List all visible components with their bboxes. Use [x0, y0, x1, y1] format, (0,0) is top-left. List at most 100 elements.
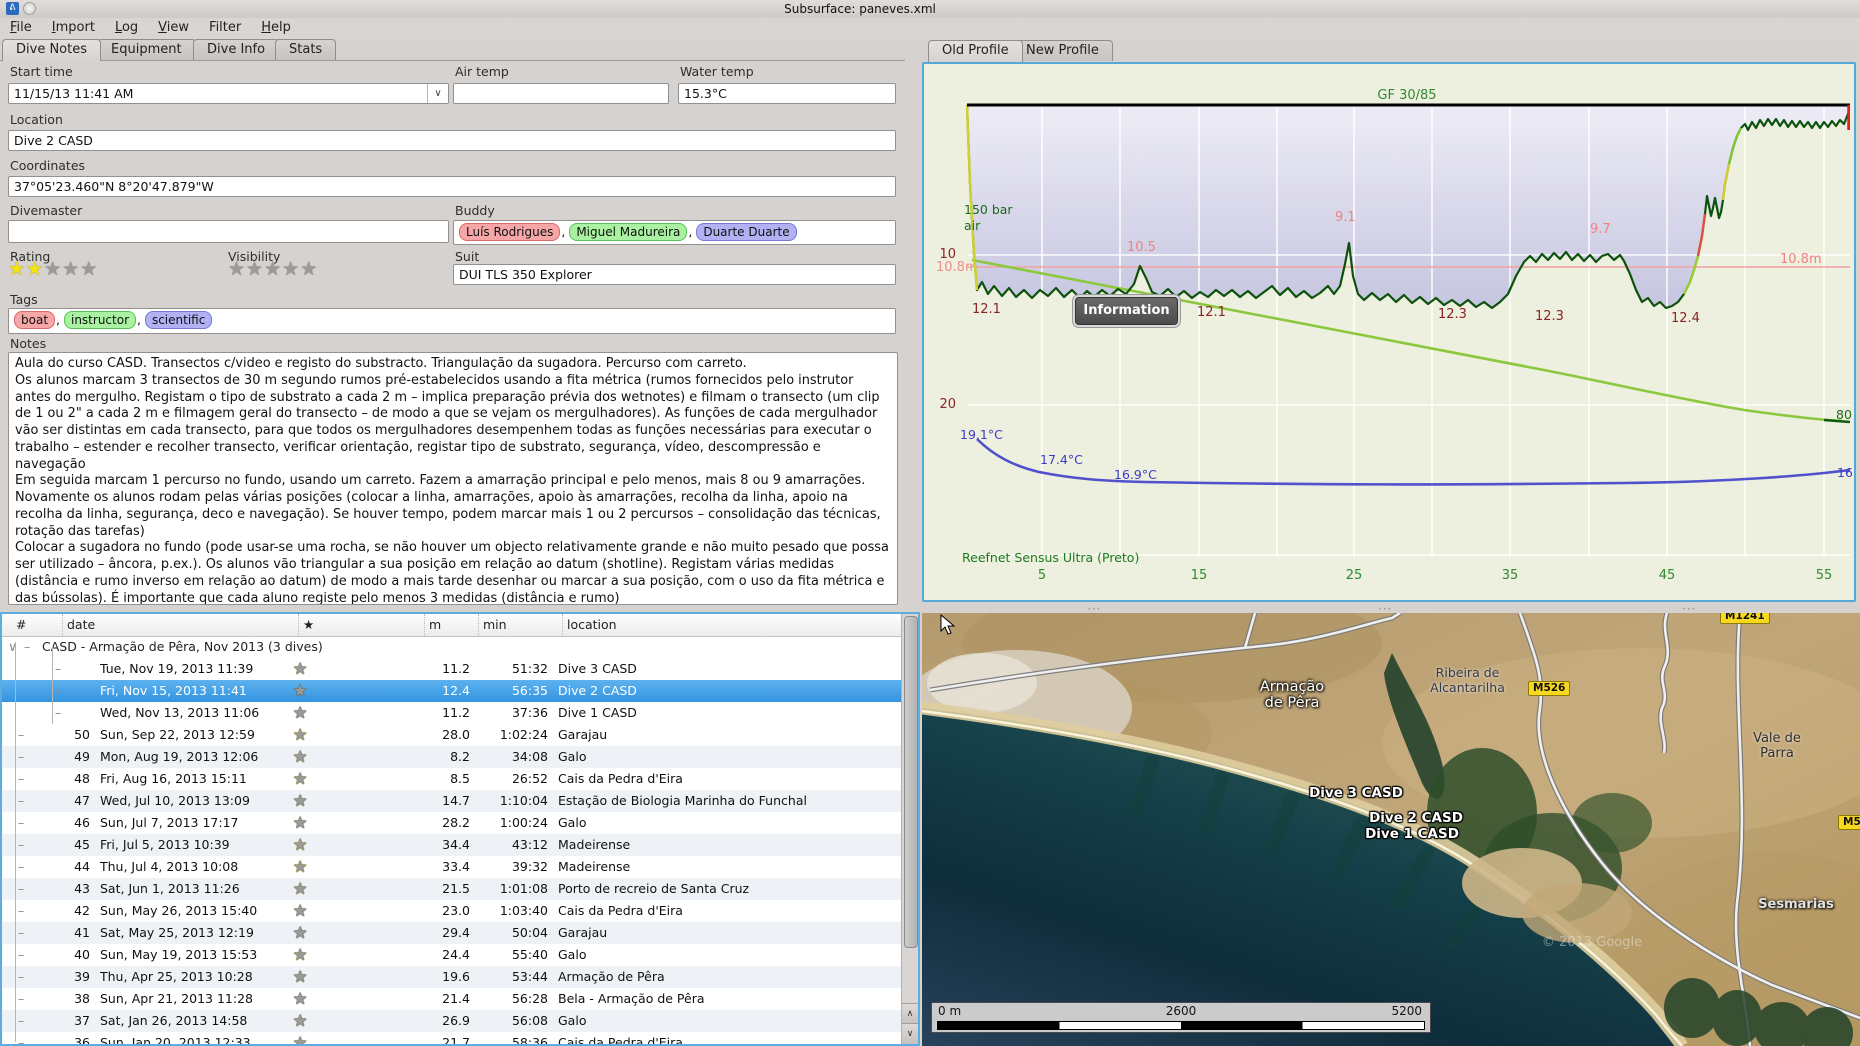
- menu-file[interactable]: File: [10, 20, 32, 35]
- star-icon[interactable]: ★: [293, 769, 309, 788]
- dive-row[interactable]: –39 Thu, Apr 25, 2013 10:28 ★ ★ ★ ★ ★ 19.6 53:44…: [2, 966, 901, 988]
- star-icon[interactable]: ★: [282, 258, 301, 280]
- horizontal-splitter[interactable]: ⋯ ⋯ ⋯: [922, 602, 1860, 616]
- dive-row[interactable]: –38 Sun, Apr 21, 2013 11:28 ★ ★ ★ ★ ★ 21.4 56:28…: [18, 989, 705, 1008]
- star-icon[interactable]: ★: [293, 703, 309, 722]
- star-icon[interactable]: ★: [293, 989, 309, 1008]
- star-icon[interactable]: ★: [293, 989, 309, 1008]
- dive-row[interactable]: –36 Sun, Jan 20, 2013 12:33 ★ ★ ★ ★ ★ 21.7 58:36…: [2, 1032, 901, 1044]
- star-icon[interactable]: ★: [293, 945, 309, 964]
- star-icon[interactable]: ★: [293, 901, 309, 920]
- star-icon[interactable]: ★: [293, 813, 309, 832]
- star-icon[interactable]: ★: [293, 769, 309, 788]
- star-icon[interactable]: ★: [293, 835, 309, 854]
- water-temp-input[interactable]: 15.3°C: [678, 83, 896, 104]
- star-icon[interactable]: ★: [293, 1033, 309, 1044]
- star-icon[interactable]: ★: [246, 258, 265, 280]
- star-icon[interactable]: ★: [293, 747, 309, 766]
- star-icon[interactable]: ★: [44, 258, 63, 280]
- map-marker-dive2[interactable]: Dive 2 CASD: [1369, 810, 1463, 826]
- star-icon[interactable]: ★: [228, 258, 247, 280]
- star-icon[interactable]: ★: [293, 659, 309, 678]
- menu-help[interactable]: Help: [261, 20, 291, 35]
- star-icon[interactable]: ★: [293, 901, 309, 920]
- star-icon[interactable]: ★: [293, 791, 309, 810]
- visibility-stars[interactable]: ★★★★★: [228, 258, 318, 280]
- star-icon[interactable]: ★: [293, 747, 309, 766]
- star-icon[interactable]: ★: [293, 703, 309, 722]
- star-icon[interactable]: ★: [293, 769, 309, 788]
- star-icon[interactable]: ★: [293, 923, 309, 942]
- star-icon[interactable]: ★: [300, 258, 319, 280]
- star-icon[interactable]: ★: [293, 835, 309, 854]
- dive-trip-group-row[interactable]: ∨ – CASD - Armação de Pêra, Nov 2013 (3 di…: [2, 636, 901, 658]
- tab-dive-notes[interactable]: Dive Notes: [2, 39, 101, 61]
- star-icon[interactable]: ★: [293, 835, 309, 854]
- star-icon[interactable]: ★: [293, 1011, 309, 1030]
- tags-input[interactable]: boat, instructor, scientific: [8, 308, 896, 334]
- dive-row[interactable]: –42 Sun, May 26, 2013 15:40 ★ ★ ★ ★ ★ 23.0 1:03:…: [18, 901, 683, 920]
- star-icon[interactable]: ★: [293, 879, 309, 898]
- star-icon[interactable]: ★: [293, 923, 309, 942]
- star-icon[interactable]: ★: [293, 1033, 309, 1044]
- star-icon[interactable]: ★: [293, 725, 309, 744]
- dive-list-header[interactable]: # date ★ m min location: [2, 614, 918, 637]
- star-icon[interactable]: ★: [293, 747, 309, 766]
- star-icon[interactable]: ★: [293, 681, 309, 700]
- star-icon[interactable]: ★: [293, 791, 309, 810]
- map-marker-dive1[interactable]: Dive 1 CASD: [1365, 826, 1459, 842]
- star-icon[interactable]: ★: [293, 967, 309, 986]
- star-icon[interactable]: ★: [293, 659, 309, 678]
- dive-row[interactable]: – Fri, Nov 15, 2013 11:41 ★ ★ ★ ★ ★ 12.4 56:35 Di…: [2, 680, 901, 702]
- dive-row[interactable]: –46 Sun, Jul 7, 2013 17:17 ★ ★ ★ ★ ★ 28.2 1:00:2…: [18, 813, 587, 832]
- star-icon[interactable]: ★: [293, 923, 309, 942]
- star-icon[interactable]: ★: [293, 945, 309, 964]
- star-icon[interactable]: ★: [264, 258, 283, 280]
- tab-new-profile[interactable]: New Profile: [1012, 40, 1113, 61]
- star-icon[interactable]: ★: [293, 703, 309, 722]
- star-icon[interactable]: ★: [293, 813, 309, 832]
- dive-row[interactable]: –49 Mon, Aug 19, 2013 12:06 ★ ★ ★ ★ ★ 8.2 34:08 G…: [2, 746, 901, 768]
- information-button[interactable]: Information: [1075, 297, 1178, 325]
- notes-textarea[interactable]: Aula do curso CASD. Transectos c/video e…: [8, 352, 898, 605]
- star-icon[interactable]: ★: [293, 747, 309, 766]
- dive-row[interactable]: –41 Sat, May 25, 2013 12:19 ★ ★ ★ ★ ★ 29.4 50:04…: [2, 922, 901, 944]
- star-icon[interactable]: ★: [293, 703, 309, 722]
- dive-row[interactable]: – Wed, Nov 13, 2013 11:06 ★ ★ ★ ★ ★ 11.2 37:36 Di…: [55, 703, 637, 722]
- star-icon[interactable]: ★: [293, 989, 309, 1008]
- dive-row[interactable]: –50 Sun, Sep 22, 2013 12:59 ★ ★ ★ ★ ★ 28.0 1:02:…: [18, 725, 608, 744]
- column-header-date[interactable]: date: [62, 614, 297, 636]
- star-icon[interactable]: ★: [293, 725, 309, 744]
- star-icon[interactable]: ★: [293, 1011, 309, 1030]
- buddy-input[interactable]: Luís Rodrigues, Miguel Madureira, Duarte…: [453, 220, 896, 245]
- dive-row[interactable]: –43 Sat, Jun 1, 2013 11:26 ★ ★ ★ ★ ★ 21.5 1:01:0…: [2, 878, 901, 900]
- coordinates-input[interactable]: 37°05'23.460"N 8°20'47.879"W: [8, 176, 896, 197]
- star-icon[interactable]: ★: [293, 945, 309, 964]
- star-icon[interactable]: ★: [293, 879, 309, 898]
- star-icon[interactable]: ★: [293, 967, 309, 986]
- star-icon[interactable]: ★: [293, 791, 309, 810]
- star-icon[interactable]: ★: [293, 967, 309, 986]
- column-header-depth[interactable]: m: [424, 614, 479, 636]
- star-icon[interactable]: ★: [293, 791, 309, 810]
- star-icon[interactable]: ★: [8, 258, 27, 280]
- star-icon[interactable]: ★: [293, 945, 309, 964]
- menu-import[interactable]: Import: [51, 20, 95, 35]
- star-icon[interactable]: ★: [293, 1033, 309, 1044]
- star-icon[interactable]: ★: [293, 1033, 309, 1044]
- column-header-duration[interactable]: min: [478, 614, 563, 636]
- star-icon[interactable]: ★: [293, 857, 309, 876]
- start-time-combobox[interactable]: 11/15/13 11:41 AM ∨: [8, 83, 449, 104]
- star-icon[interactable]: ★: [293, 813, 309, 832]
- map-marker-dive3[interactable]: Dive 3 CASD: [1309, 785, 1403, 801]
- star-icon[interactable]: ★: [293, 681, 309, 700]
- star-icon[interactable]: ★: [293, 681, 309, 700]
- star-icon[interactable]: ★: [293, 901, 309, 920]
- star-icon[interactable]: ★: [293, 857, 309, 876]
- star-icon[interactable]: ★: [293, 967, 309, 986]
- tab-stats[interactable]: Stats: [275, 39, 337, 60]
- dive-row[interactable]: –47 Wed, Jul 10, 2013 13:09 ★ ★ ★ ★ ★ 14.7 1:10:…: [2, 790, 901, 812]
- star-icon[interactable]: ★: [293, 769, 309, 788]
- expander-icon[interactable]: ∨: [8, 639, 18, 654]
- tab-equipment[interactable]: Equipment: [97, 39, 196, 60]
